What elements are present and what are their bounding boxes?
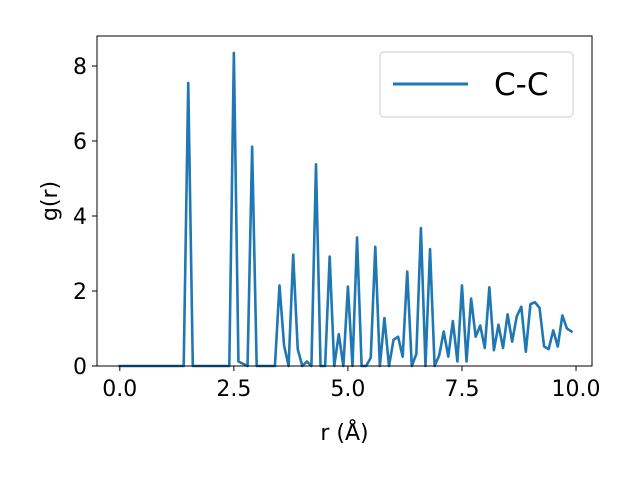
y-tick-label: 2 bbox=[73, 280, 87, 305]
y-tick-label: 6 bbox=[73, 130, 87, 155]
x-tick-label: 2.5 bbox=[216, 377, 251, 402]
legend: C-C bbox=[379, 51, 574, 118]
legend-label: C-C bbox=[494, 67, 548, 103]
y-axis-label: g(r) bbox=[38, 181, 63, 221]
x-tick-label: 10.0 bbox=[552, 377, 601, 402]
y-tick-label: 4 bbox=[73, 205, 87, 230]
x-tick-label: 7.5 bbox=[444, 377, 479, 402]
x-tick-label: 0.0 bbox=[102, 377, 137, 402]
x-tick-label: 5.0 bbox=[330, 377, 365, 402]
y-tick-label: 0 bbox=[73, 355, 87, 380]
legend-box bbox=[379, 51, 574, 118]
y-tick-label: 8 bbox=[73, 55, 87, 80]
x-axis-label: r (Å) bbox=[320, 419, 368, 446]
axis-ticks: 0.0 2.5 5.0 7.5 10.0 0 2 4 6 8 bbox=[73, 55, 601, 402]
axes-frame bbox=[96, 35, 593, 367]
